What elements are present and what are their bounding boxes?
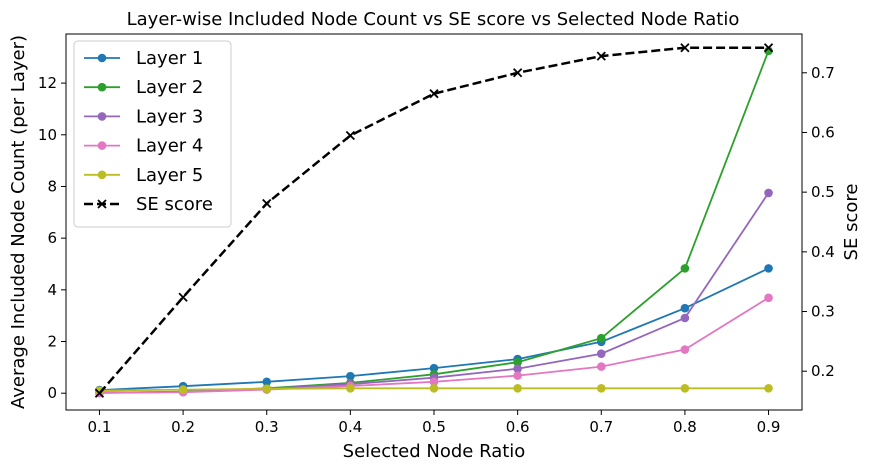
y-tick-label: 4 — [47, 281, 57, 299]
layer-4-point — [513, 371, 522, 380]
layer-4-point — [680, 345, 690, 354]
layer-1-point — [680, 303, 690, 313]
layer-5-point — [680, 383, 690, 393]
layer-5-point — [513, 383, 522, 393]
x-tick-label: 0.4 — [338, 418, 362, 436]
legend-item-layer-2: Layer 2 — [84, 77, 203, 98]
y-tick-label: 10 — [38, 126, 57, 144]
x-tick-label: 0.6 — [506, 418, 530, 436]
se-score-point — [763, 43, 774, 53]
y-tick-label: 2 — [47, 333, 57, 351]
y-tick-label: 0 — [47, 384, 57, 402]
se-score-point-stroke — [512, 68, 523, 78]
layer-1-point — [262, 377, 272, 387]
layer-1-point — [764, 264, 773, 273]
legend-item-layer-3: Layer 3 — [84, 106, 203, 127]
se-score-point — [262, 198, 272, 209]
x-tick-label: 0.1 — [88, 418, 112, 436]
x-tick-label: 0.8 — [673, 418, 697, 436]
layer-5-point — [429, 383, 439, 393]
layer-5-point — [596, 383, 606, 393]
legend-marker — [97, 199, 107, 209]
se-score-point — [512, 68, 523, 78]
layer-3-point — [764, 188, 773, 198]
se-score-point-stroke — [429, 89, 439, 99]
se-score-point-stroke — [94, 388, 105, 398]
legend-label: Layer 1 — [136, 48, 203, 69]
y2-tick-label: 0.4 — [811, 243, 835, 261]
y-tick-label: 12 — [38, 74, 57, 92]
x-tick-label: 0.9 — [757, 418, 781, 436]
x-tick-label: 0.5 — [422, 418, 446, 436]
chart-title: Layer-wise Included Node Count vs SE sco… — [127, 9, 740, 30]
y-axis-title: Average Included Node Count (per Layer) — [8, 35, 29, 409]
se-score-point — [94, 388, 105, 398]
y2-axis-title: SE score — [841, 184, 862, 261]
se-score-point-stroke — [680, 43, 690, 53]
layer-1-point — [429, 363, 439, 373]
legend-marker — [97, 82, 107, 92]
se-score-point — [178, 292, 188, 302]
x-tick-label: 0.2 — [171, 418, 195, 436]
legend-item-layer-1: Layer 1 — [84, 48, 203, 69]
layer-2-point — [680, 264, 690, 273]
se-score-point — [680, 43, 690, 53]
y2-tick-label: 0.7 — [811, 64, 835, 82]
se-score-point-stroke — [763, 43, 774, 53]
layer-4-point — [596, 362, 606, 371]
legend-item-layer-4: Layer 4 — [84, 136, 203, 157]
x-axis-title: Selected Node Ratio — [343, 441, 526, 462]
y-tick-label: 6 — [47, 229, 57, 247]
se-score-point-stroke — [596, 51, 606, 61]
y2-tick-label: 0.3 — [811, 303, 835, 321]
y2-tick-label: 0.6 — [811, 123, 835, 141]
legend-label: Layer 5 — [136, 165, 203, 186]
legend: Layer 1 Layer 2 Layer 3 Layer 4 Layer 5 SE sc… — [73, 40, 232, 228]
legend-label: Layer 2 — [136, 77, 203, 98]
legend-marker — [97, 141, 107, 150]
legend-label: Layer 3 — [136, 106, 203, 127]
layer-4-point — [764, 293, 773, 303]
se-score-point — [596, 51, 606, 61]
legend-marker — [97, 170, 107, 180]
layer-2-point — [596, 333, 606, 343]
legend-label: SE score — [136, 194, 213, 215]
layer-5-point — [262, 384, 272, 394]
legend-marker — [97, 53, 107, 63]
se-score-line — [98, 46, 769, 395]
layer-3-point — [513, 364, 522, 373]
legend-label: Layer 4 — [136, 136, 203, 157]
layer-5-point — [178, 385, 188, 394]
se-score-point — [345, 130, 356, 141]
y2-tick-label: 0.5 — [811, 183, 835, 201]
se-score-point-stroke — [262, 198, 272, 209]
layer-1-point — [346, 371, 355, 381]
se-score-point-stroke — [178, 292, 188, 302]
legend-item-se-score: SE score — [84, 194, 213, 215]
layer-5-point — [346, 383, 355, 393]
legend-marker — [97, 112, 107, 121]
se-score-point-stroke — [345, 130, 356, 141]
legend-item-layer-5: Layer 5 — [84, 165, 203, 186]
y-tick-label: 8 — [47, 177, 57, 195]
layer-3-point — [596, 349, 606, 358]
layer-5-point — [764, 383, 773, 393]
layer-2-point — [513, 357, 522, 367]
y2-tick-label: 0.2 — [811, 362, 835, 380]
x-tick-label: 0.3 — [255, 418, 279, 436]
layer-4-point — [429, 377, 439, 387]
layer-3-point — [680, 313, 690, 323]
se-score-point — [429, 89, 439, 99]
x-tick-label: 0.7 — [589, 418, 613, 436]
